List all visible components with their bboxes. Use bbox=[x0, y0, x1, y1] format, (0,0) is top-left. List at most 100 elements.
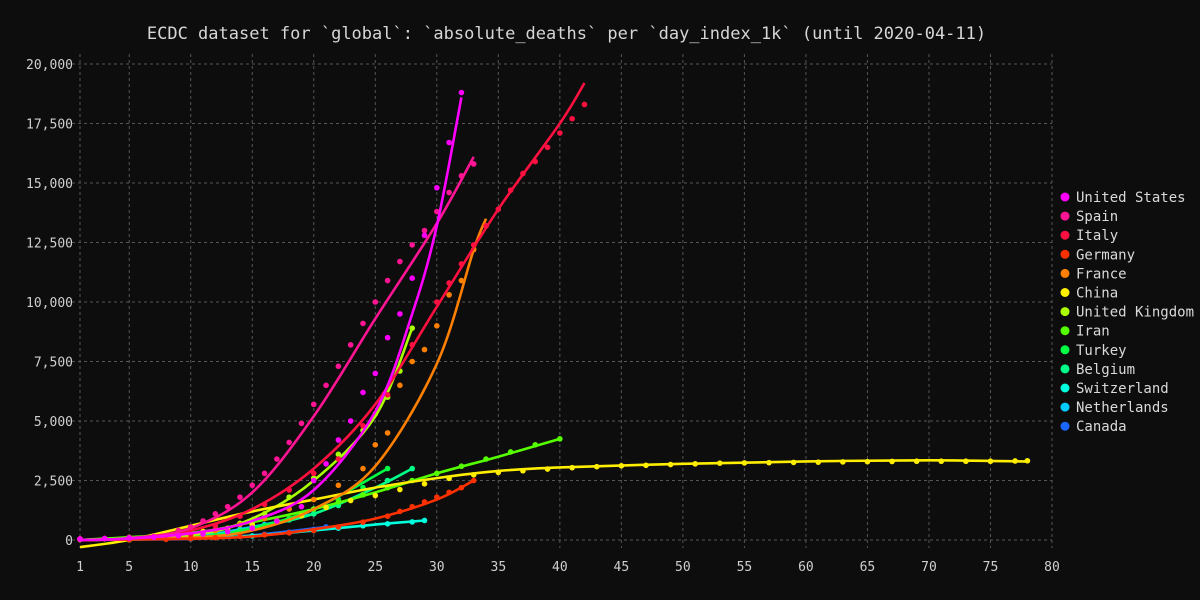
data-point-china bbox=[692, 461, 698, 467]
data-point-united-kingdom bbox=[286, 494, 292, 500]
data-point-united-states bbox=[458, 89, 465, 96]
legend-label-germany: Germany bbox=[1076, 247, 1135, 263]
data-point-united-states bbox=[446, 139, 452, 146]
data-point-spain bbox=[249, 482, 256, 489]
data-point-united-kingdom bbox=[335, 451, 342, 458]
data-point-spain bbox=[434, 208, 440, 215]
y-tick-label: 2,500 bbox=[34, 475, 73, 490]
data-point-france bbox=[397, 382, 403, 389]
data-point-china bbox=[913, 458, 920, 465]
data-point-china bbox=[815, 459, 822, 465]
data-point-united-states bbox=[151, 534, 157, 540]
data-point-china bbox=[987, 458, 994, 465]
fit-line-united-kingdom bbox=[79, 327, 414, 542]
y-tick-label: 7,500 bbox=[34, 356, 73, 371]
data-point-iran bbox=[434, 470, 440, 477]
data-point-china bbox=[470, 471, 477, 478]
data-point-iran bbox=[532, 442, 539, 448]
x-tick-label: 60 bbox=[798, 560, 814, 575]
data-point-united-kingdom bbox=[409, 325, 416, 331]
legend-label-italy: Italy bbox=[1076, 228, 1118, 244]
data-point-italy bbox=[483, 223, 489, 229]
y-tick-label: 0 bbox=[65, 534, 73, 549]
data-point-france bbox=[434, 323, 440, 329]
data-point-spain bbox=[335, 363, 342, 370]
data-point-italy bbox=[310, 470, 317, 477]
data-point-spain bbox=[372, 299, 379, 305]
data-point-united-states bbox=[224, 528, 231, 535]
data-point-spain bbox=[286, 439, 292, 446]
data-point-united-states bbox=[384, 334, 391, 341]
data-point-germany bbox=[434, 494, 440, 500]
data-point-china bbox=[1024, 457, 1031, 464]
data-point-united-states bbox=[274, 518, 280, 524]
data-point-china bbox=[372, 492, 379, 499]
data-point-spain bbox=[187, 524, 194, 530]
x-tick-label: 20 bbox=[306, 560, 322, 575]
data-point-iran bbox=[458, 463, 465, 470]
data-point-belgium bbox=[384, 477, 391, 484]
data-point-italy bbox=[212, 522, 219, 529]
data-point-italy bbox=[434, 299, 440, 305]
data-point-spain bbox=[446, 189, 452, 196]
data-point-spain bbox=[274, 456, 280, 462]
data-point-china bbox=[495, 469, 502, 476]
legend-marker-spain bbox=[1060, 211, 1070, 221]
x-tick-label: 65 bbox=[860, 560, 876, 575]
data-point-italy bbox=[507, 187, 514, 193]
legend-marker-italy bbox=[1060, 230, 1070, 240]
data-point-china bbox=[963, 458, 969, 465]
data-point-france bbox=[458, 277, 465, 284]
data-point-spain bbox=[200, 518, 206, 524]
data-point-italy bbox=[261, 501, 268, 508]
data-point-spain bbox=[384, 277, 391, 284]
data-point-switzerland bbox=[409, 519, 416, 525]
legend-marker-united-kingdom bbox=[1060, 307, 1070, 317]
data-point-china bbox=[889, 458, 895, 465]
legend-label-iran: Iran bbox=[1076, 324, 1110, 340]
data-point-united-states bbox=[249, 525, 256, 531]
data-point-germany bbox=[384, 513, 391, 519]
data-point-united-states bbox=[409, 275, 416, 282]
legend-label-turkey: Turkey bbox=[1076, 343, 1127, 359]
data-point-italy bbox=[335, 456, 342, 462]
data-point-china bbox=[347, 497, 354, 504]
legend-label-spain: Spain bbox=[1076, 209, 1118, 225]
data-point-china bbox=[790, 459, 797, 466]
fit-line-iran bbox=[79, 437, 561, 542]
y-tick-label: 12,500 bbox=[26, 237, 73, 252]
data-point-france bbox=[360, 465, 366, 472]
data-point-united-states bbox=[347, 418, 354, 424]
data-point-china bbox=[643, 462, 649, 469]
legend-label-netherlands: Netherlands bbox=[1076, 400, 1169, 416]
data-point-germany bbox=[237, 533, 243, 540]
data-point-spain bbox=[470, 161, 477, 167]
x-tick-label: 40 bbox=[552, 560, 568, 575]
x-tick-label: 15 bbox=[244, 560, 260, 575]
data-point-italy bbox=[581, 101, 588, 108]
data-point-switzerland bbox=[421, 517, 428, 524]
data-point-united-states bbox=[434, 184, 440, 191]
data-point-spain bbox=[360, 320, 366, 327]
data-point-spain bbox=[397, 258, 403, 265]
data-point-france bbox=[409, 358, 416, 365]
data-point-spain bbox=[421, 227, 428, 234]
data-point-italy bbox=[470, 242, 477, 248]
data-point-united-states bbox=[335, 437, 342, 443]
data-point-germany bbox=[163, 536, 169, 543]
data-point-china bbox=[741, 460, 748, 466]
data-point-spain bbox=[323, 382, 329, 389]
data-point-iran bbox=[335, 499, 342, 505]
data-point-united-states bbox=[397, 311, 403, 317]
x-tick-label: 45 bbox=[614, 560, 630, 575]
data-point-france bbox=[384, 430, 391, 436]
y-tick-label: 10,000 bbox=[26, 296, 73, 311]
legend-label-united-states: United States bbox=[1076, 190, 1186, 206]
data-point-france bbox=[335, 482, 342, 489]
fit-line-united-states bbox=[79, 97, 463, 542]
data-point-italy bbox=[495, 206, 502, 212]
legend-label-switzerland: Switzerland bbox=[1076, 381, 1169, 397]
data-point-germany bbox=[360, 519, 366, 525]
data-point-germany bbox=[421, 499, 428, 505]
